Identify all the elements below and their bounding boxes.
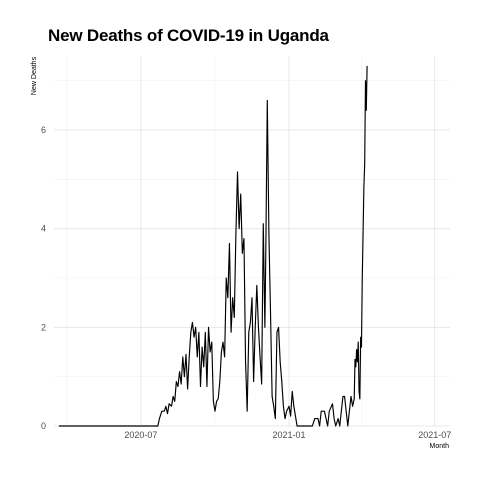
gridlines xyxy=(54,56,450,427)
chart-title: New Deaths of COVID-19 in Uganda xyxy=(48,26,329,45)
y-tick-label: 4 xyxy=(41,224,46,234)
x-tick-label: 2021-07 xyxy=(418,430,451,440)
x-tick-label: 2021-01 xyxy=(273,430,306,440)
y-tick-label: 0 xyxy=(41,421,46,431)
y-tick-label: 2 xyxy=(41,322,46,332)
x-tick-label: 2020-07 xyxy=(124,430,157,440)
axis-ticks: 0 2 4 6 2020-07 2021-01 2021-07 xyxy=(41,125,451,440)
y-axis-title: New Deaths xyxy=(31,56,38,95)
y-tick-label: 6 xyxy=(41,125,46,135)
new-deaths-series-line xyxy=(58,65,368,427)
x-axis-title: Month xyxy=(430,443,450,450)
